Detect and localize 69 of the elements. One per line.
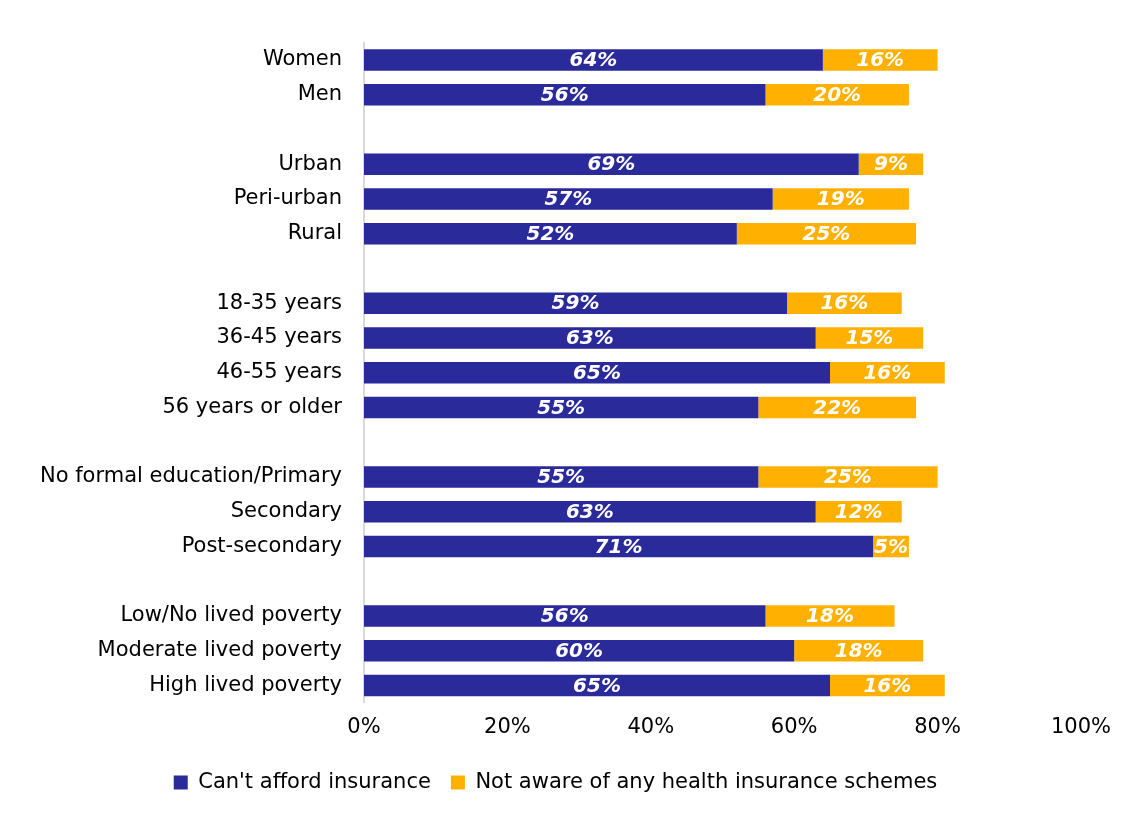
bar [364, 639, 795, 662]
data-label: 16% [863, 672, 912, 697]
bar [364, 83, 766, 106]
y-tick-label: Low/No lived poverty [120, 602, 342, 627]
data-label: 56% [540, 603, 589, 628]
x-tick-label: 0% [347, 713, 381, 738]
data-label: 57% [544, 186, 593, 211]
bar [364, 535, 874, 558]
legend-label: Not aware of any health insurance schemes [475, 768, 938, 793]
data-label: 59% [551, 290, 600, 315]
bar [364, 327, 816, 349]
data-label: 25% [802, 220, 851, 245]
y-tick-label: No formal education/Primary [40, 463, 342, 488]
data-label: 22% [813, 394, 862, 419]
bar [364, 466, 759, 488]
y-tick-label: 18-35 years [216, 289, 342, 314]
data-label: 25% [824, 464, 872, 489]
data-label: 65% [573, 672, 621, 697]
y-tick-label: Moderate lived poverty [97, 637, 342, 662]
y-tick-label: Urban [278, 150, 342, 175]
data-label: 60% [555, 637, 604, 662]
data-label: 18% [834, 637, 883, 662]
data-label: 56% [540, 81, 589, 106]
data-label: 55% [537, 464, 586, 489]
data-label: 18% [806, 603, 854, 628]
data-label: 16% [863, 359, 912, 384]
y-tick-label: 46-55 years [216, 359, 342, 384]
bar [364, 500, 816, 523]
data-label: 16% [820, 290, 869, 315]
y-tick-label: Secondary [230, 498, 342, 523]
data-label: 5% [874, 533, 908, 558]
legend-label: Can't afford insurance [198, 768, 431, 793]
data-label: 15% [845, 325, 894, 350]
bar [364, 188, 773, 210]
data-label: 69% [587, 151, 636, 176]
x-tick-label: 20% [484, 713, 531, 738]
y-tick-label: 56 years or older [162, 393, 343, 418]
y-tick-label: High lived poverty [149, 671, 342, 696]
x-tick-label: 100% [1050, 713, 1112, 738]
data-label: 52% [526, 220, 575, 245]
data-label: 63% [565, 498, 614, 523]
bar [364, 396, 759, 419]
y-tick-label: Men [297, 81, 342, 106]
data-label: 65% [573, 359, 621, 384]
data-label: 20% [813, 81, 862, 106]
bar [364, 49, 823, 71]
bar [758, 466, 938, 488]
x-tick-label: 40% [627, 713, 675, 738]
data-label: 71% [594, 533, 643, 558]
y-tick-label: 36-45 years [216, 324, 342, 349]
bar [364, 674, 831, 697]
data-label: 16% [856, 47, 905, 72]
data-label: 55% [537, 394, 586, 419]
y-tick-label: Post-secondary [181, 532, 342, 557]
bar [364, 605, 766, 627]
y-tick-label: Rural [287, 220, 342, 245]
x-tick-label: 60% [770, 713, 818, 738]
data-label: 19% [816, 186, 865, 211]
x-tick-label: 80% [914, 713, 961, 738]
data-label: 9% [874, 151, 908, 176]
bar [364, 292, 788, 314]
bar [364, 361, 831, 384]
data-label: 64% [569, 47, 618, 72]
y-tick-label: Women [262, 46, 342, 71]
data-label: 12% [834, 498, 883, 523]
y-tick-label: Peri-urban [233, 185, 342, 210]
bar [364, 222, 737, 245]
data-label: 63% [565, 325, 614, 350]
bar [364, 153, 859, 175]
